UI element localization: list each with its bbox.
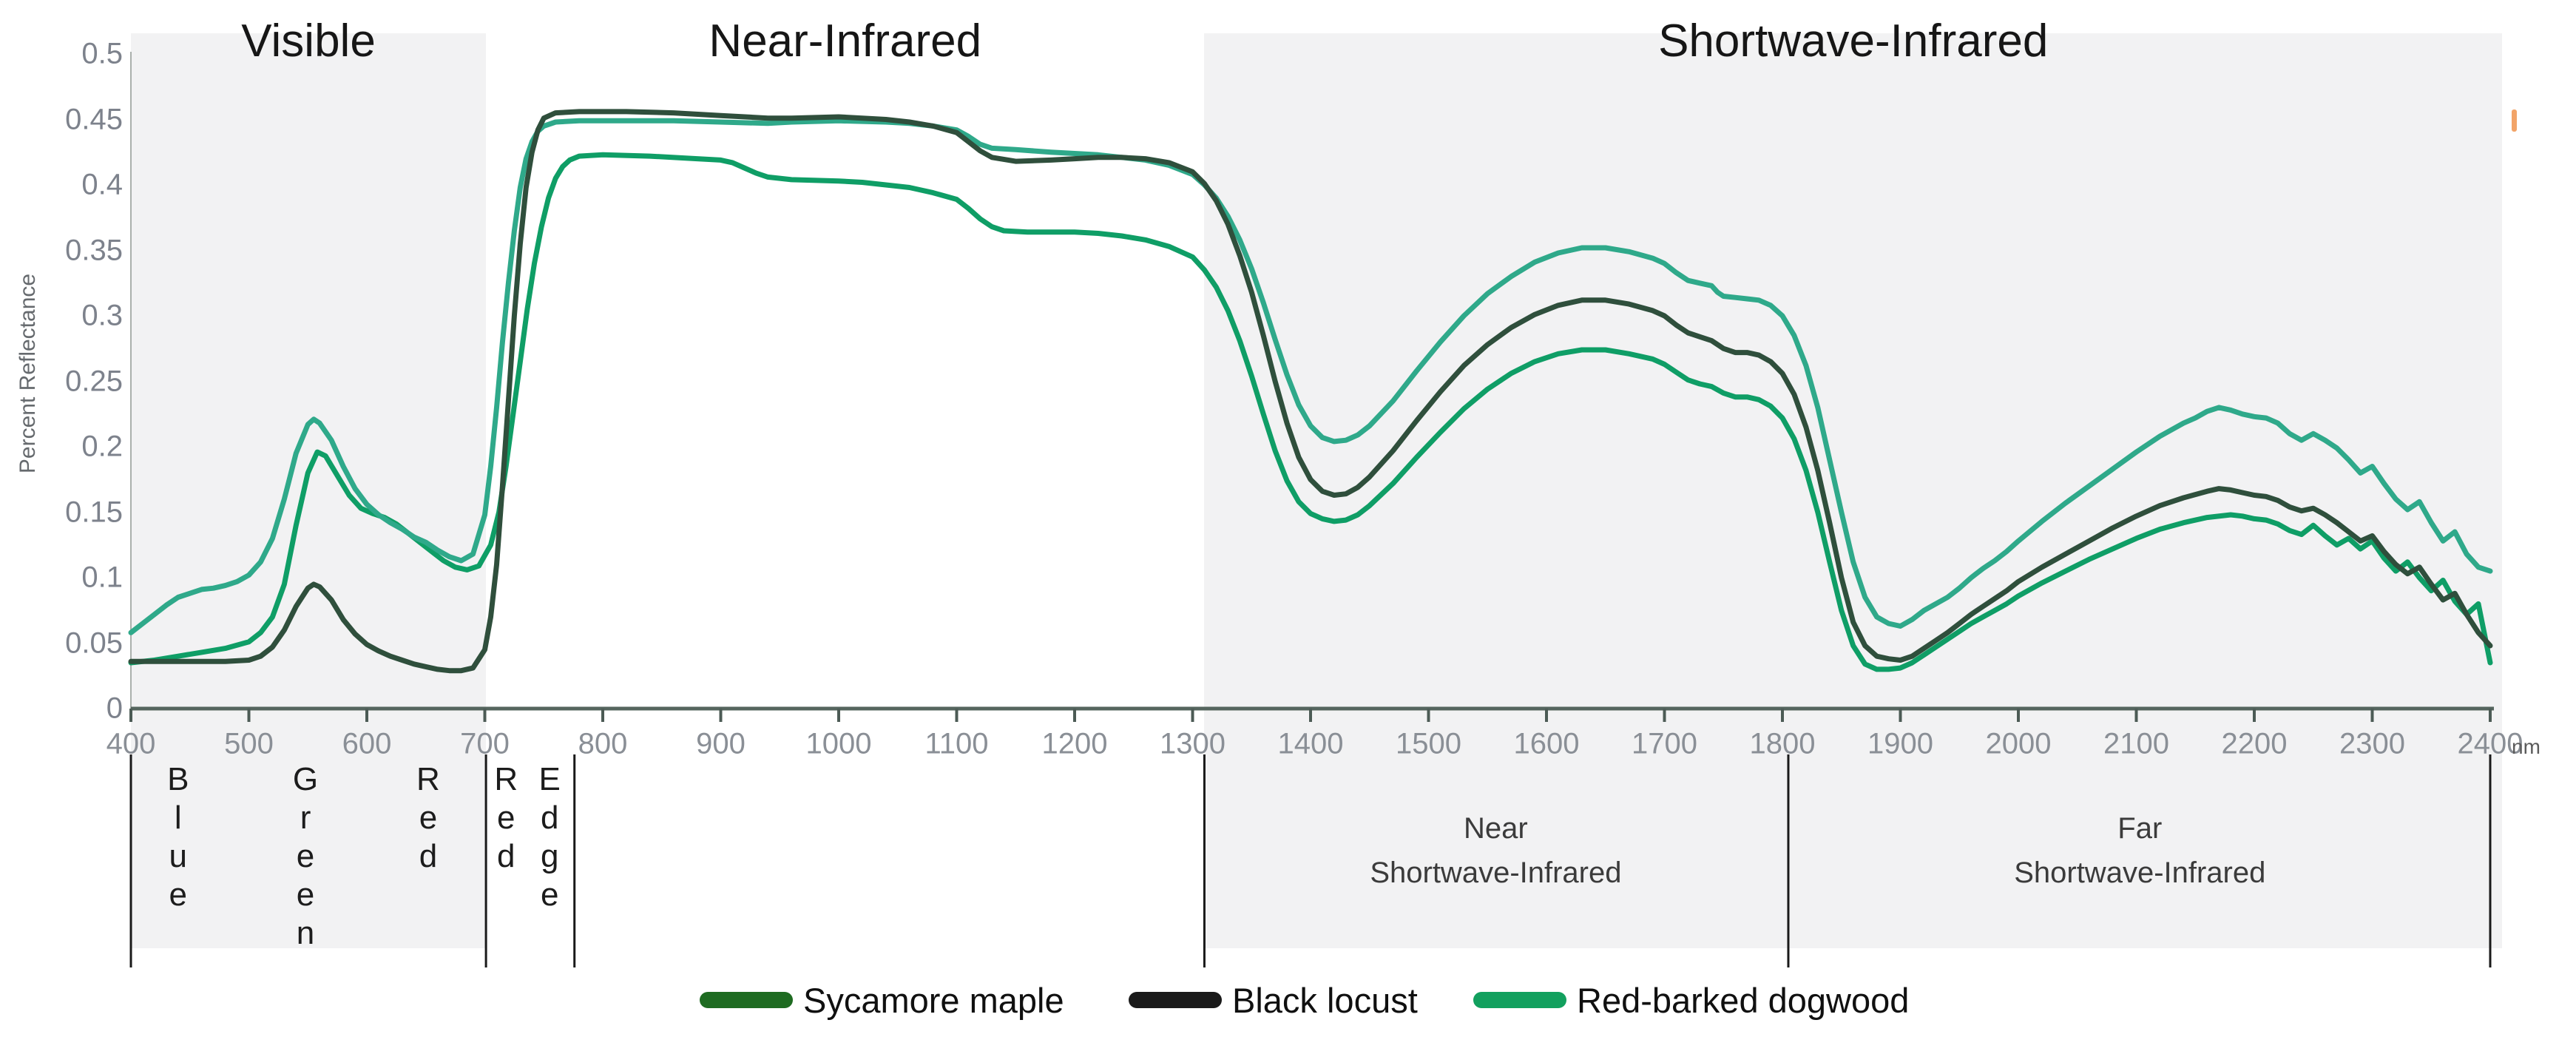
band-label-letter: l — [174, 800, 182, 836]
band-label-letter: B — [167, 761, 189, 797]
legend-swatch — [1129, 992, 1222, 1008]
legend-item-black-locust: Black locust — [1129, 978, 1418, 1022]
band-label-letter: e — [419, 800, 438, 836]
x-tick-label: 2200 — [2221, 727, 2288, 760]
x-tick-label: 2000 — [1985, 727, 2052, 760]
band-label-letter: e — [296, 838, 315, 874]
region-title-shortwave-infrared: Shortwave-Infrared — [1658, 16, 2049, 67]
y-tick-label: 0.2 — [81, 430, 123, 463]
legend-label: Red-barked dogwood — [1577, 980, 1910, 1020]
x-tick-label: 1600 — [1513, 727, 1580, 760]
legend-swatch — [1473, 992, 1566, 1008]
legend-label: Black locust — [1232, 980, 1418, 1020]
x-tick-label: 1100 — [924, 727, 989, 760]
curve-sycamore-maple — [128, 118, 2493, 635]
band-label-letter: e — [296, 876, 315, 913]
x-tick-label: 1900 — [1867, 727, 1933, 760]
y-tick-label: 0.4 — [81, 168, 123, 201]
x-tick-label: 800 — [578, 727, 628, 760]
y-tick-label: 0.1 — [81, 561, 123, 594]
band-label-letter: e — [496, 800, 515, 836]
y-tick-label: 0.5 — [81, 37, 123, 70]
swir-sublabel-far: Far Shortwave-Infrared — [2014, 806, 2265, 895]
band-label-letter: n — [296, 915, 315, 951]
band-label-letter: E — [538, 761, 561, 797]
band-label-letter: e — [169, 876, 188, 913]
legend-item-red-barked-dogwood: Red-barked dogwood — [1473, 978, 1909, 1022]
x-tick-label: 500 — [224, 727, 274, 760]
x-tick-label: 1500 — [1396, 727, 1461, 760]
y-tick-label: 0.15 — [65, 496, 123, 528]
x-tick-label: 1300 — [1160, 727, 1226, 760]
y-tick-label: 0.45 — [65, 103, 123, 135]
region-title-near-infrared: Near-Infrared — [709, 16, 982, 67]
orange-marker — [2512, 109, 2517, 132]
band-label-letter: r — [300, 800, 311, 836]
band-label-letter: u — [169, 838, 188, 874]
x-tick-label: 900 — [696, 727, 746, 760]
band-label-letter: g — [540, 838, 559, 874]
band-label-letter: G — [292, 761, 319, 797]
x-tick-label: 1200 — [1041, 727, 1108, 760]
swir-sublabel-line2: Shortwave-Infrared — [2014, 857, 2266, 889]
band-label-letter: e — [540, 876, 559, 913]
swir-sublabel-line1: Far — [2117, 812, 2163, 845]
visible-region-band — [131, 33, 487, 948]
curve-red-barked-dogwood — [128, 152, 2493, 672]
band-label-letter: d — [540, 800, 559, 836]
band-label-letter: R — [416, 761, 440, 797]
y-tick-label: 0 — [106, 692, 123, 725]
y-tick-label: 0.05 — [65, 626, 123, 659]
x-tick-label: 1400 — [1277, 727, 1344, 760]
band-label-letter: d — [496, 838, 515, 874]
x-tick-label: 2300 — [2339, 727, 2405, 760]
legend-label: Sycamore maple — [803, 980, 1064, 1020]
swir-sublabel-near: Near Shortwave-Infrared — [1370, 806, 1621, 895]
region-title-visible: Visible — [241, 16, 376, 67]
x-tick-label: 1000 — [805, 727, 872, 760]
curve-black-locust — [128, 109, 2493, 674]
swir-sublabel-line1: Near — [1464, 812, 1528, 845]
y-tick-label: 0.25 — [65, 365, 123, 397]
x-tick-label: 700 — [460, 727, 510, 760]
y-tick-label: 0.3 — [81, 299, 123, 332]
x-axis-unit-label: nm — [2512, 735, 2540, 758]
shortwave-infrared-region-band — [1204, 33, 2502, 948]
band-label-letter: R — [494, 761, 518, 797]
y-tick-label: 0.35 — [65, 234, 123, 266]
band-label-letter: d — [419, 838, 438, 874]
x-tick-label: 2100 — [2103, 727, 2169, 760]
x-tick-label: 1800 — [1749, 727, 1816, 760]
x-tick-label: 600 — [342, 727, 392, 760]
chart-legend: Sycamore maple Black locust Red-barked dog… — [0, 978, 2576, 1022]
legend-swatch — [700, 992, 793, 1008]
x-tick-label: 1700 — [1632, 727, 1697, 760]
legend-item-sycamore-maple: Sycamore maple — [700, 978, 1064, 1022]
swir-sublabel-line2: Shortwave-Infrared — [1370, 857, 1622, 889]
